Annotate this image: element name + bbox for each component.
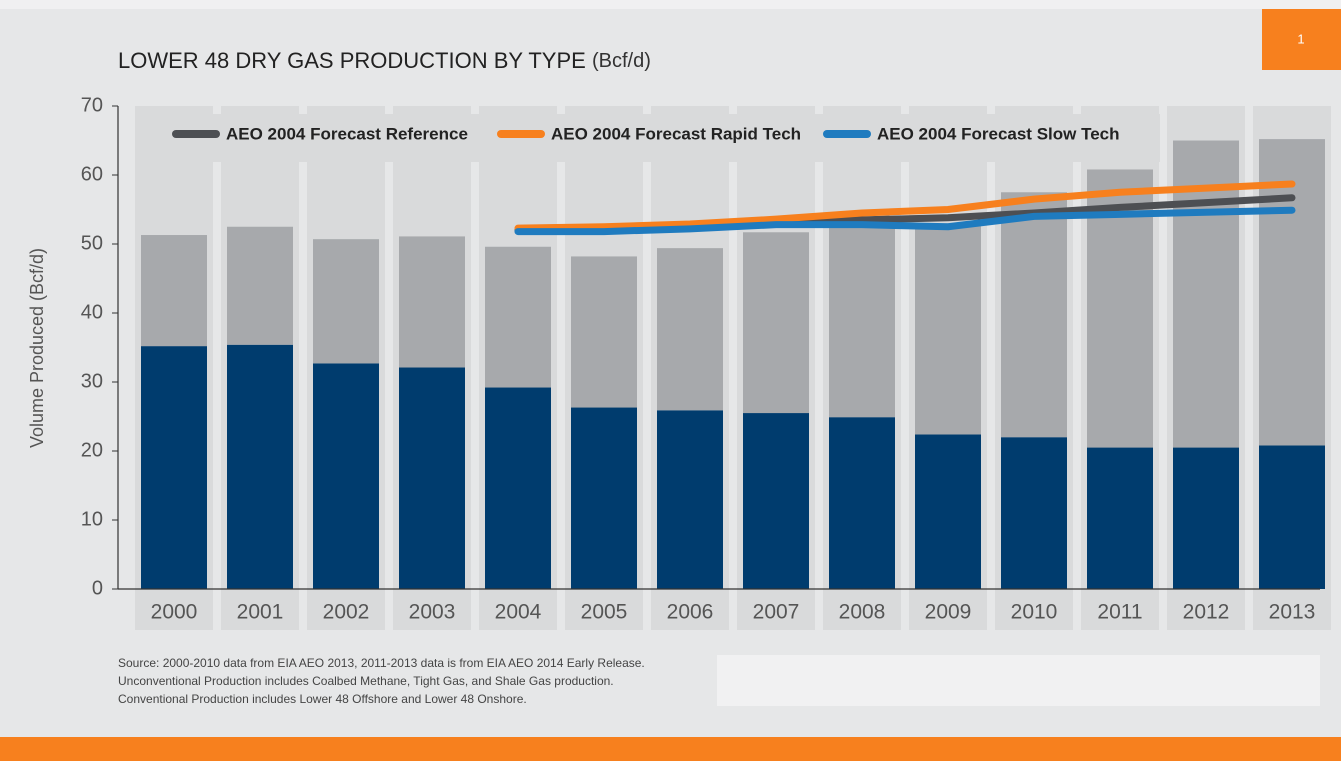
bar-segment	[141, 346, 207, 589]
bar-segment	[485, 387, 551, 589]
bar-segment	[657, 410, 723, 589]
x-tick-label: 2011	[1097, 601, 1142, 624]
bar-segment	[227, 226, 293, 345]
bar-segment	[571, 407, 637, 589]
bar-segment	[743, 232, 809, 414]
bar-segment	[399, 236, 465, 368]
x-tick-label: 2013	[1269, 601, 1316, 624]
x-tick-label: 2001	[237, 601, 284, 624]
x-tick-label: 2005	[581, 601, 628, 624]
x-tick-label: 2007	[753, 601, 800, 624]
chart-title: LOWER 48 DRY GAS PRODUCTION BY TYPE (Bcf…	[118, 48, 651, 73]
source-note: Conventional Production includes Lower 4…	[118, 692, 527, 706]
title-main: LOWER 48 DRY GAS PRODUCTION BY TYPE	[118, 48, 586, 73]
x-tick-label: 2000	[151, 601, 198, 624]
bar-segment	[485, 246, 551, 388]
bar-segment	[313, 363, 379, 589]
bar-segment	[571, 256, 637, 408]
x-tick-label: 2008	[839, 601, 886, 624]
bar-segment	[743, 413, 809, 589]
x-tick-label: 2003	[409, 601, 456, 624]
bar-segment	[915, 223, 981, 435]
y-tick-label: 70	[81, 94, 103, 116]
bar-segment	[399, 367, 465, 589]
x-tick-label: 2002	[323, 601, 370, 624]
y-tick-label: 20	[81, 439, 103, 461]
bar-segment	[829, 219, 895, 418]
source-note: Source: 2000-2010 data from EIA AEO 2013…	[118, 656, 645, 670]
x-tick-label: 2006	[667, 601, 714, 624]
bar-segment	[1173, 447, 1239, 589]
y-tick-label: 0	[92, 577, 103, 599]
forecast-line	[514, 180, 1296, 232]
legend-label: AEO 2004 Forecast Slow Tech	[877, 124, 1120, 143]
y-tick-label: 30	[81, 370, 103, 392]
bar-segment	[1001, 192, 1067, 438]
title-unit: (Bcf/d)	[592, 50, 651, 72]
bottom-bar	[0, 737, 1341, 761]
bar-segment	[915, 434, 981, 589]
y-tick-label: 50	[81, 232, 103, 254]
y-tick-label: 40	[81, 301, 103, 323]
bar-segment	[1001, 437, 1067, 589]
bar-legend-box	[717, 655, 1320, 706]
forecast-line	[514, 206, 1296, 236]
y-axis-label: Volume Produced (Bcf/d)	[27, 248, 47, 448]
bar-segment	[227, 344, 293, 589]
x-tick-label: 2012	[1183, 601, 1230, 624]
x-tick-label: 2009	[925, 601, 972, 624]
bar-segment	[1259, 139, 1325, 446]
bar-segment	[829, 417, 895, 589]
top-strip	[0, 0, 1341, 9]
y-tick-label: 60	[81, 163, 103, 185]
bar-segment	[1087, 447, 1153, 589]
page-number: 1	[1297, 31, 1304, 46]
x-tick-label: 2010	[1011, 601, 1058, 624]
source-note: Unconventional Production includes Coalb…	[118, 674, 614, 688]
page-number-box	[1262, 9, 1341, 70]
legend-label: AEO 2004 Forecast Reference	[226, 124, 468, 143]
bar-segment	[657, 248, 723, 411]
bar-segment	[1259, 445, 1325, 589]
bar-segment	[313, 239, 379, 364]
line-legend-box	[158, 114, 1160, 162]
legend-label: AEO 2004 Forecast Rapid Tech	[551, 124, 801, 143]
bar-segment	[141, 235, 207, 347]
y-tick-label: 10	[81, 508, 103, 530]
x-tick-label: 2004	[495, 601, 542, 624]
